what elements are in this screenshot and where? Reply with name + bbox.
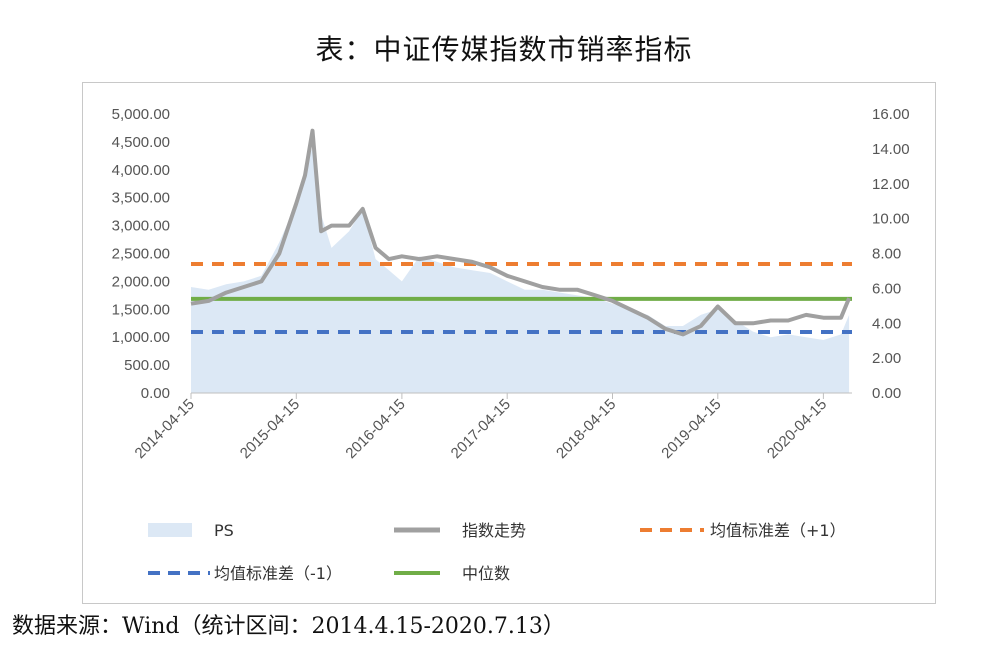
data-source-note: 数据来源：Wind（统计区间：2014.4.15-2020.7.13） [12, 614, 565, 639]
y-left-tick-label: 4,000.00 [112, 162, 170, 179]
legend-plus1-label: 均值标准差（+1） [710, 521, 846, 540]
y-right-tick-label: 2.00 [872, 350, 901, 367]
y-right-tick-label: 6.00 [872, 280, 901, 297]
y-left-tick-label: 5,000.00 [112, 106, 170, 123]
y-right-tick-label: 4.00 [872, 315, 901, 332]
x-tick-label: 2014-04-15 [132, 396, 198, 462]
y-left-tick-label: 4,500.00 [112, 134, 170, 151]
legend-ps-label: PS [214, 521, 234, 540]
y-right-tick-label: 16.00 [872, 106, 910, 123]
ps-area [191, 147, 850, 393]
legend-median-label: 中位数 [462, 564, 510, 583]
x-tick-label: 2020-04-15 [764, 396, 830, 462]
legend-ps-swatch [148, 523, 192, 537]
y-left-tick-label: 1,500.00 [112, 301, 170, 318]
y-left-tick-label: 500.00 [124, 357, 170, 374]
legend-index-label: 指数走势 [462, 521, 526, 540]
x-tick-label: 2017-04-15 [448, 396, 514, 462]
y-right-tick-label: 8.00 [872, 246, 901, 263]
y-left-tick-label: 2,000.00 [112, 273, 170, 290]
x-tick-label: 2015-04-15 [237, 396, 303, 462]
x-tick-label: 2018-04-15 [553, 396, 619, 462]
y-right-tick-label: 12.00 [872, 176, 910, 193]
y-left-tick-label: 3,000.00 [112, 218, 170, 235]
chart-title: 表：中证传媒指数市销率指标 [315, 33, 693, 66]
y-left-tick-label: 1,000.00 [112, 329, 170, 346]
legend-minus1-label: 均值标准差（-1） [214, 564, 342, 583]
y-left-tick-label: 0.00 [141, 385, 170, 402]
y-right-tick-label: 0.00 [872, 385, 901, 402]
y-right-tick-label: 14.00 [872, 141, 910, 158]
x-tick-label: 2019-04-15 [658, 396, 724, 462]
x-tick-label: 2016-04-15 [342, 396, 408, 462]
y-right-tick-label: 10.00 [872, 211, 910, 228]
index-line [190, 128, 851, 337]
y-left-tick-label: 3,500.00 [112, 190, 170, 207]
y-left-tick-label: 2,500.00 [112, 246, 170, 263]
